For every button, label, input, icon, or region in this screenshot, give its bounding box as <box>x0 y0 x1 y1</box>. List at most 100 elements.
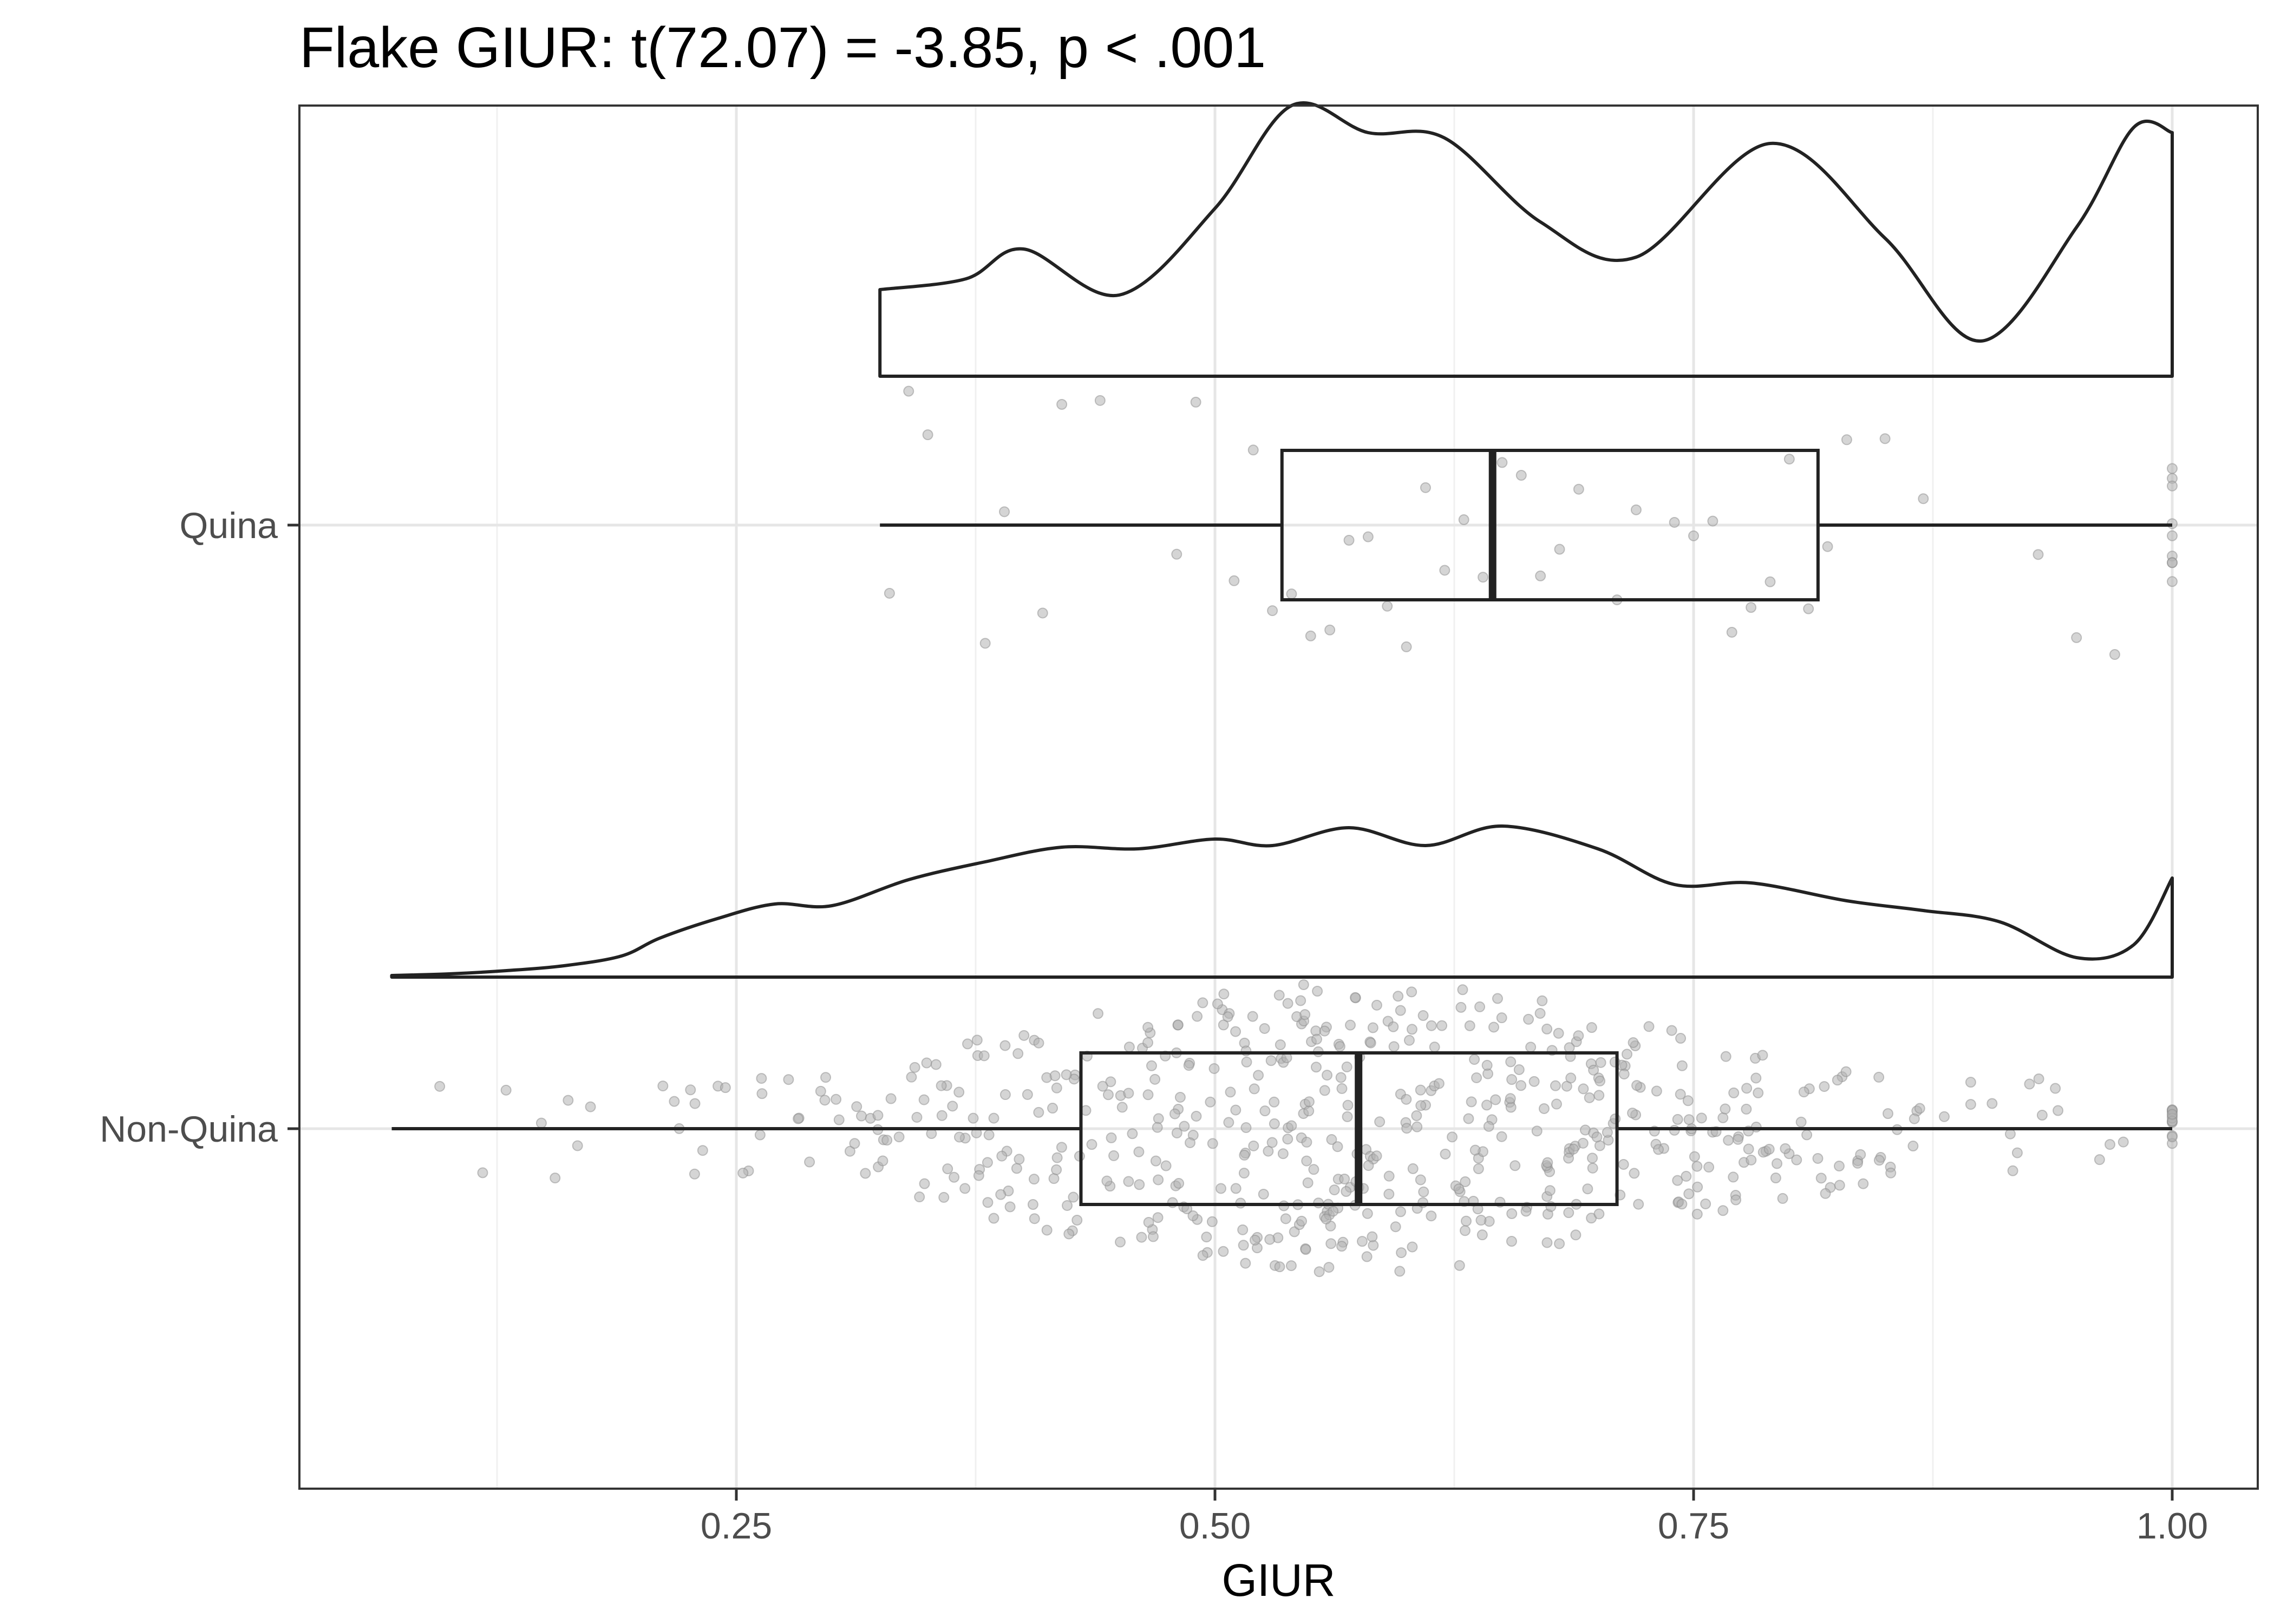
data-point <box>1133 1146 1145 1157</box>
data-point <box>1459 1225 1471 1236</box>
data-point <box>1382 600 1393 612</box>
data-point <box>1027 1199 1038 1210</box>
data-point <box>1591 1131 1603 1143</box>
x-axis-title: GIUR <box>1222 1555 1336 1606</box>
data-point <box>1730 1194 1742 1206</box>
data-point <box>1365 1037 1376 1049</box>
data-point <box>1780 1143 1791 1154</box>
data-point <box>1563 1207 1574 1219</box>
data-point <box>1469 1054 1480 1065</box>
data-point <box>1651 1085 1662 1097</box>
data-point <box>563 1095 574 1106</box>
data-point <box>1207 1138 1218 1149</box>
data-point <box>949 1171 960 1183</box>
data-point <box>1534 1007 1546 1019</box>
data-point <box>2167 1131 2178 1143</box>
data-point <box>1833 1161 1845 1172</box>
y-tick-label: Non-Quina <box>100 1109 278 1150</box>
data-point <box>1464 1020 1475 1031</box>
data-point <box>1303 1096 1315 1108</box>
data-point <box>657 1081 669 1092</box>
data-point <box>1544 1185 1556 1196</box>
data-point <box>1153 1174 1164 1186</box>
data-point <box>1341 1061 1352 1072</box>
data-point <box>1466 1096 1477 1108</box>
data-point <box>2033 1073 2044 1084</box>
data-point <box>1192 1011 1203 1022</box>
data-point <box>1259 1105 1271 1117</box>
data-point <box>737 1167 749 1178</box>
data-point <box>831 1093 842 1105</box>
data-point <box>1460 1215 1472 1227</box>
data-point <box>1238 1168 1250 1179</box>
data-point <box>1102 1089 1114 1101</box>
data-point <box>1578 1083 1589 1095</box>
data-point <box>1395 1206 1406 1217</box>
data-point <box>820 1072 832 1083</box>
data-point <box>1538 1103 1550 1114</box>
data-point <box>1153 1113 1164 1124</box>
data-point <box>971 1034 983 1046</box>
data-point <box>1344 1019 1356 1031</box>
data-point <box>2118 1136 2129 1148</box>
data-point <box>1907 1141 1919 1152</box>
data-point <box>1142 1037 1154 1049</box>
data-point <box>1280 1213 1291 1224</box>
data-point <box>911 1111 923 1123</box>
data-point <box>1018 1030 1030 1041</box>
data-point <box>1593 1090 1605 1101</box>
density-curve-non-quina <box>390 824 2174 979</box>
data-point <box>756 1088 768 1099</box>
data-point <box>2167 530 2178 541</box>
data-point <box>1029 1213 1040 1224</box>
data-point <box>1417 1010 1429 1021</box>
data-point <box>1094 395 1106 406</box>
data-point <box>1834 1180 1845 1191</box>
data-point <box>1342 1099 1354 1111</box>
data-point <box>1341 1186 1352 1197</box>
data-point <box>1335 1072 1347 1083</box>
data-point <box>1653 1144 1664 1155</box>
data-point <box>1505 1093 1516 1104</box>
data-point <box>1171 548 1182 560</box>
data-point <box>1266 1137 1278 1148</box>
data-point <box>930 1059 942 1070</box>
data-point <box>1460 1176 1471 1187</box>
data-point <box>1136 1232 1147 1243</box>
data-point <box>1093 1008 1104 1019</box>
data-point <box>1371 999 1382 1011</box>
data-point <box>953 1086 965 1098</box>
data-point <box>1815 1173 1827 1184</box>
data-point <box>1801 1129 1813 1141</box>
data-point <box>1496 1131 1507 1142</box>
data-point <box>1852 1157 1863 1169</box>
data-point <box>1436 1020 1448 1031</box>
data-point <box>1458 514 1469 526</box>
data-point <box>1383 1170 1395 1182</box>
data-point <box>1101 1175 1113 1187</box>
data-point <box>1286 1120 1297 1131</box>
data-point <box>783 1074 794 1085</box>
data-point <box>2024 1078 2035 1090</box>
data-point <box>1086 1139 1097 1150</box>
data-point <box>1238 1240 1249 1251</box>
data-point <box>1123 1088 1134 1099</box>
data-point <box>1541 1237 1553 1248</box>
data-point <box>1401 1123 1413 1134</box>
data-point <box>1506 1208 1518 1220</box>
jitter-points <box>434 385 2178 1278</box>
data-point <box>1253 1070 1264 1081</box>
data-point <box>1497 457 1508 468</box>
data-point <box>1241 1056 1252 1068</box>
data-point <box>1841 434 1852 446</box>
data-point <box>697 1145 708 1156</box>
data-point <box>1914 1103 1925 1114</box>
data-point <box>2071 632 2082 643</box>
data-point <box>1265 1055 1277 1066</box>
data-point <box>2167 557 2178 568</box>
data-point <box>1795 1116 1807 1128</box>
data-point <box>1633 1199 1644 1210</box>
data-point <box>2007 1165 2018 1176</box>
data-point <box>1395 1005 1406 1016</box>
